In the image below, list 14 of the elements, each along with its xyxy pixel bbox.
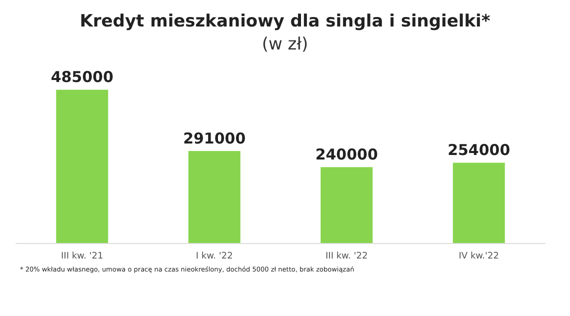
bar [188,151,240,243]
bar [452,162,505,243]
bar [320,167,373,243]
data-label: 254000 [448,141,510,160]
x-tick-label: III kw. '21 [61,252,104,262]
data-label: 240000 [315,146,378,164]
bar [56,90,108,243]
x-tick-label: IV kw.'22 [458,252,499,262]
data-label: 485000 [50,68,114,86]
x-tick-label: I kw. '22 [196,252,233,262]
chart-subtitle: (w zł) [262,34,308,54]
data-label: 291000 [183,130,246,148]
x-tick-label: III kw. '22 [326,252,368,262]
chart-title: Kredyt mieszkaniowy dla singla i singielki* [80,12,490,32]
